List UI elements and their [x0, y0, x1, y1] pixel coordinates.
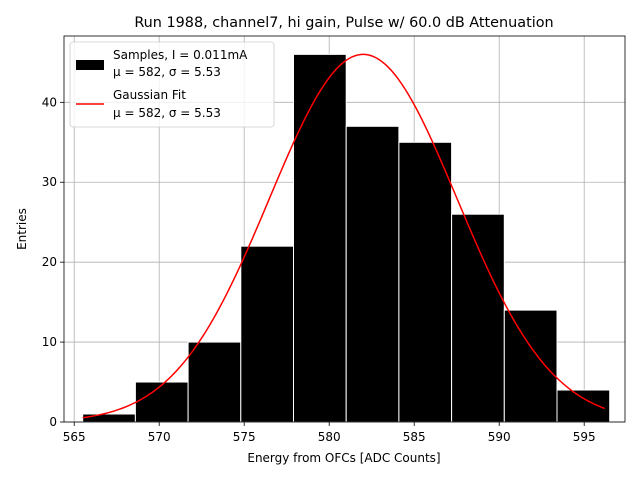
histogram-bar — [240, 245, 295, 423]
histogram-bar — [503, 309, 558, 423]
histogram-bar — [451, 213, 505, 423]
legend-fit-stats: μ = 582, σ = 5.53 — [113, 106, 221, 120]
y-tick-label: 40 — [42, 95, 57, 109]
plot-frame — [63, 35, 626, 423]
x-axis-ticks: 565 570 575 580 585 590 595 — [63, 422, 596, 444]
y-axis-ticks: 0 10 20 30 40 — [42, 95, 64, 429]
gaussian-fit-curve — [82, 53, 605, 419]
histogram-bar — [345, 125, 400, 423]
y-axis-label: Entries — [15, 208, 29, 250]
histogram-bar — [134, 381, 189, 423]
histogram-bar — [556, 389, 611, 423]
x-tick-label: 595 — [573, 430, 596, 444]
histogram-bar — [187, 341, 242, 423]
legend-samples-label: Samples, I = 0.011mA — [113, 48, 248, 62]
y-tick-label: 30 — [42, 175, 57, 189]
legend: Samples, I = 0.011mA μ = 582, σ = 5.53 G… — [69, 41, 275, 128]
chart-title: Run 1988, channel7, hi gain, Pulse w/ 60… — [134, 15, 553, 31]
x-tick-label: 590 — [488, 430, 511, 444]
histogram-bar — [398, 141, 453, 423]
x-tick-label: 570 — [148, 430, 171, 444]
histogram-bar — [293, 53, 347, 423]
y-tick-label: 20 — [42, 255, 57, 269]
y-tick-label: 10 — [42, 335, 57, 349]
x-tick-label: 585 — [403, 430, 426, 444]
legend-samples-stats: μ = 582, σ = 5.53 — [113, 65, 221, 79]
y-tick-label: 0 — [49, 415, 57, 429]
x-tick-label: 575 — [233, 430, 256, 444]
x-tick-label: 565 — [63, 430, 86, 444]
legend-samples-swatch — [76, 60, 104, 70]
x-axis-label: Energy from OFCs [ADC Counts] — [247, 451, 440, 465]
legend-box — [69, 41, 275, 128]
legend-fit-label: Gaussian Fit — [113, 88, 186, 102]
x-tick-label: 580 — [318, 430, 341, 444]
histogram-bar — [82, 413, 136, 423]
